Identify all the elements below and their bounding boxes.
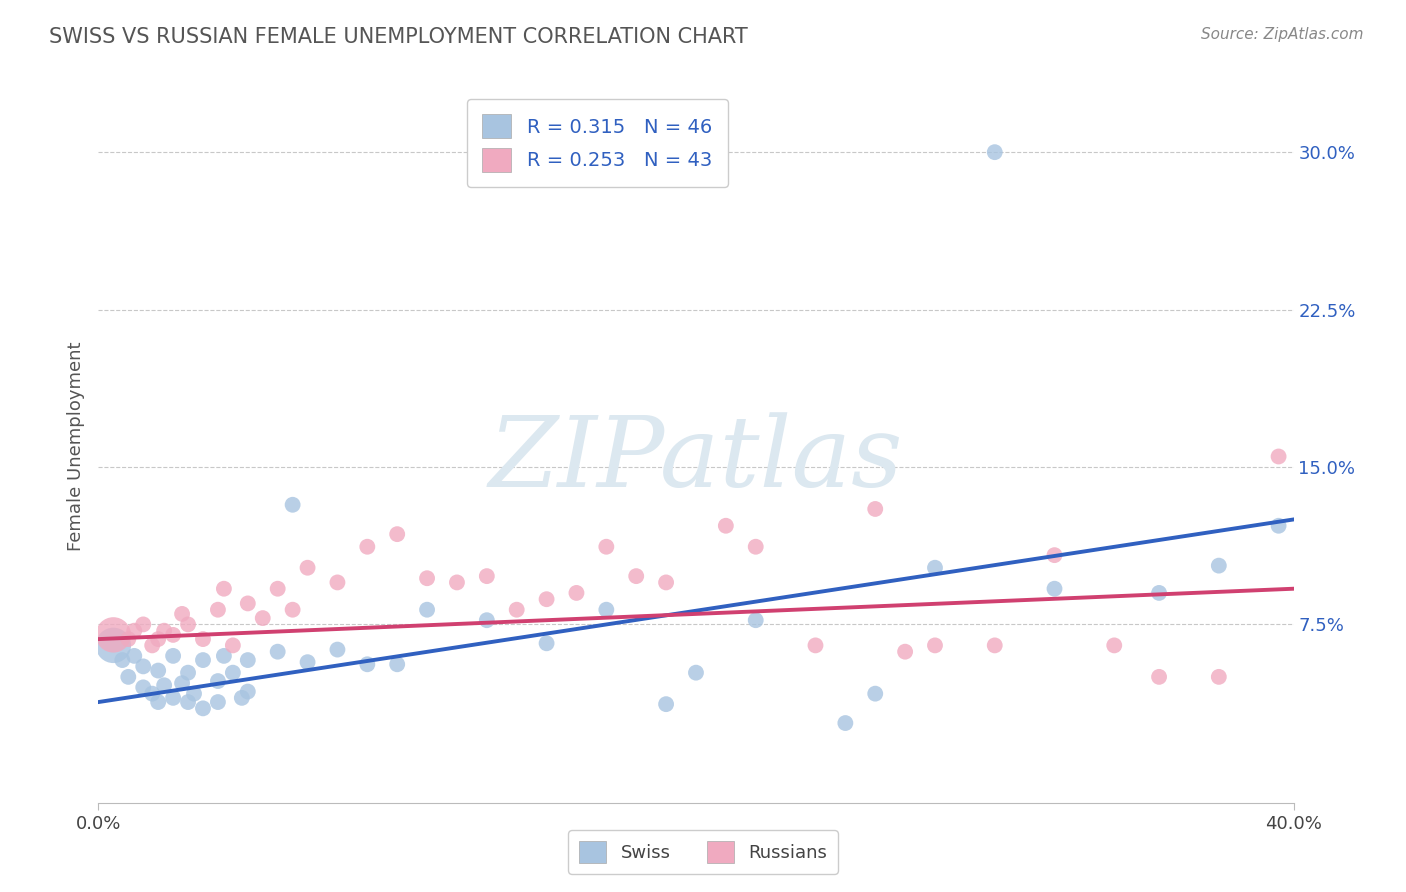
Point (326, 575, 349, 590)
Point (804, 639, 827, 653)
Point (162, 628, 184, 642)
Point (1147, 670, 1170, 684)
Point (984, 639, 1007, 653)
Point (207, 603, 229, 617)
Point (172, 607, 194, 621)
Point (124, 624, 146, 638)
Point (385, 657, 409, 672)
Point (714, 518, 737, 533)
Point (162, 690, 184, 705)
Point (191, 701, 214, 715)
Legend: R = 0.315   N = 46, R = 0.253   N = 43: R = 0.315 N = 46, R = 0.253 N = 43 (467, 99, 728, 187)
Point (536, 636, 558, 650)
Point (655, 697, 678, 711)
Point (148, 632, 170, 646)
Point (191, 632, 214, 646)
Legend: Swiss, Russians: Swiss, Russians (568, 830, 838, 874)
Point (124, 648, 146, 663)
Point (1208, 558, 1230, 573)
Point (231, 690, 253, 705)
Point (252, 611, 274, 625)
Point (148, 664, 170, 678)
Point (207, 695, 229, 709)
Point (141, 639, 163, 653)
Point (153, 624, 176, 638)
Point (924, 560, 946, 574)
Point (267, 645, 290, 659)
Point (416, 571, 439, 585)
Point (267, 582, 290, 596)
Point (565, 586, 588, 600)
Point (177, 617, 200, 632)
Point (117, 670, 139, 684)
Point (745, 613, 768, 627)
Point (536, 592, 558, 607)
Point (834, 716, 856, 731)
Point (446, 575, 468, 590)
Point (1043, 548, 1066, 562)
Point (297, 560, 319, 574)
Point (924, 639, 946, 653)
Point (117, 632, 139, 646)
Point (655, 575, 678, 590)
Point (865, 687, 887, 701)
Point (103, 628, 125, 642)
Point (745, 540, 768, 554)
Point (177, 665, 200, 680)
Point (153, 678, 176, 692)
Point (1267, 450, 1289, 464)
Point (385, 527, 409, 541)
Point (281, 603, 304, 617)
Text: SWISS VS RUSSIAN FEMALE UNEMPLOYMENT CORRELATION CHART: SWISS VS RUSSIAN FEMALE UNEMPLOYMENT COR… (49, 27, 748, 46)
Y-axis label: Female Unemployment: Female Unemployment (66, 342, 84, 550)
Point (191, 653, 214, 667)
Point (212, 648, 235, 663)
Point (212, 582, 235, 596)
Point (356, 540, 378, 554)
Point (984, 145, 1007, 160)
Text: Source: ZipAtlas.com: Source: ZipAtlas.com (1201, 27, 1364, 42)
Text: ZIPatlas: ZIPatlas (489, 413, 903, 508)
Point (1208, 670, 1230, 684)
Point (172, 676, 194, 690)
Point (595, 540, 617, 554)
Point (281, 498, 304, 512)
Point (475, 569, 498, 583)
Point (1104, 639, 1126, 653)
Point (506, 603, 529, 617)
Point (141, 687, 163, 701)
Point (236, 684, 259, 698)
Point (475, 613, 498, 627)
Point (162, 648, 184, 663)
Point (685, 665, 707, 680)
Point (356, 657, 378, 672)
Point (103, 639, 125, 653)
Point (132, 681, 155, 695)
Point (297, 655, 319, 669)
Point (111, 653, 134, 667)
Point (894, 645, 917, 659)
Point (183, 687, 205, 701)
Point (148, 695, 170, 709)
Point (416, 603, 439, 617)
Point (1147, 586, 1170, 600)
Point (626, 569, 648, 583)
Point (236, 653, 259, 667)
Point (326, 642, 349, 657)
Point (865, 502, 887, 516)
Point (236, 596, 259, 610)
Point (222, 665, 245, 680)
Point (177, 695, 200, 709)
Point (595, 603, 617, 617)
Point (207, 674, 229, 689)
Point (1043, 582, 1066, 596)
Point (132, 659, 155, 673)
Point (1267, 518, 1289, 533)
Point (222, 639, 245, 653)
Point (132, 617, 155, 632)
